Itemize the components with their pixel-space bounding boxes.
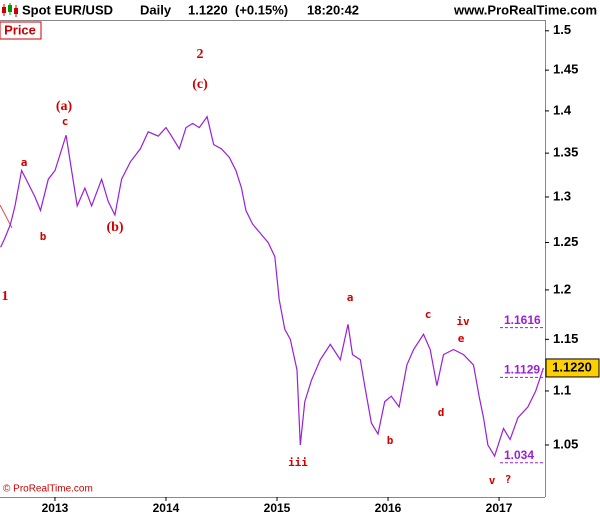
panel-box [0,21,42,40]
y-tick-label: 1.25 [553,234,578,249]
y-tick-label: 1.05 [553,436,578,451]
wave-label: 2 [197,47,204,62]
header-icon [2,3,18,17]
wave-label: a [21,156,28,169]
wave-label: (a) [56,99,73,114]
wave-label: d [438,406,445,419]
fib-label: 1.034 [504,448,534,462]
price: 1.1220 [188,2,228,17]
price-line [0,115,544,458]
wave-label: c [425,308,432,321]
x-tick-label: 2017 [486,501,513,515]
x-tick-label: 2013 [42,501,69,515]
symbol: Spot EUR/USD [22,2,113,17]
wave-label: 1 [2,289,9,304]
period: Daily [140,2,172,17]
y-tick-label: 1.1 [553,382,571,397]
x-tick-label: 2015 [264,501,291,515]
wave-label: v [489,474,496,487]
x-tick-label: 2016 [375,501,402,515]
x-tick-label: 2014 [153,501,180,515]
wave-label: ? [505,473,512,486]
last-price-label: 1.1220 [552,359,592,374]
wave-label: (c) [192,77,208,92]
y-tick-label: 1.3 [553,188,571,203]
wave-label: e [458,332,465,345]
y-tick-label: 1.35 [553,145,578,160]
wave-label: iv [456,315,470,328]
wave-label: iii [288,456,308,469]
y-tick-label: 1.15 [553,331,578,346]
y-tick-label: 1.45 [553,62,578,77]
last-price-tag [545,358,600,378]
wave-label: c [62,115,69,128]
wave-label: b [387,434,394,447]
site: www.ProRealTime.com [453,2,597,17]
y-tick-label: 1.5 [553,22,571,37]
y-tick-label: 1.2 [553,281,571,296]
change: (+0.15%) [235,2,288,17]
fib-label: 1.1129 [504,363,540,377]
time: 18:20:42 [307,2,359,17]
fib-label: 1.1616 [504,313,541,327]
wave-label: a [347,291,354,304]
wave-label: b [40,230,47,243]
wave-label: (b) [106,220,123,235]
panel-label: Price [4,22,36,37]
y-tick-label: 1.4 [553,102,572,117]
footer: © ProRealTime.com [3,484,93,495]
